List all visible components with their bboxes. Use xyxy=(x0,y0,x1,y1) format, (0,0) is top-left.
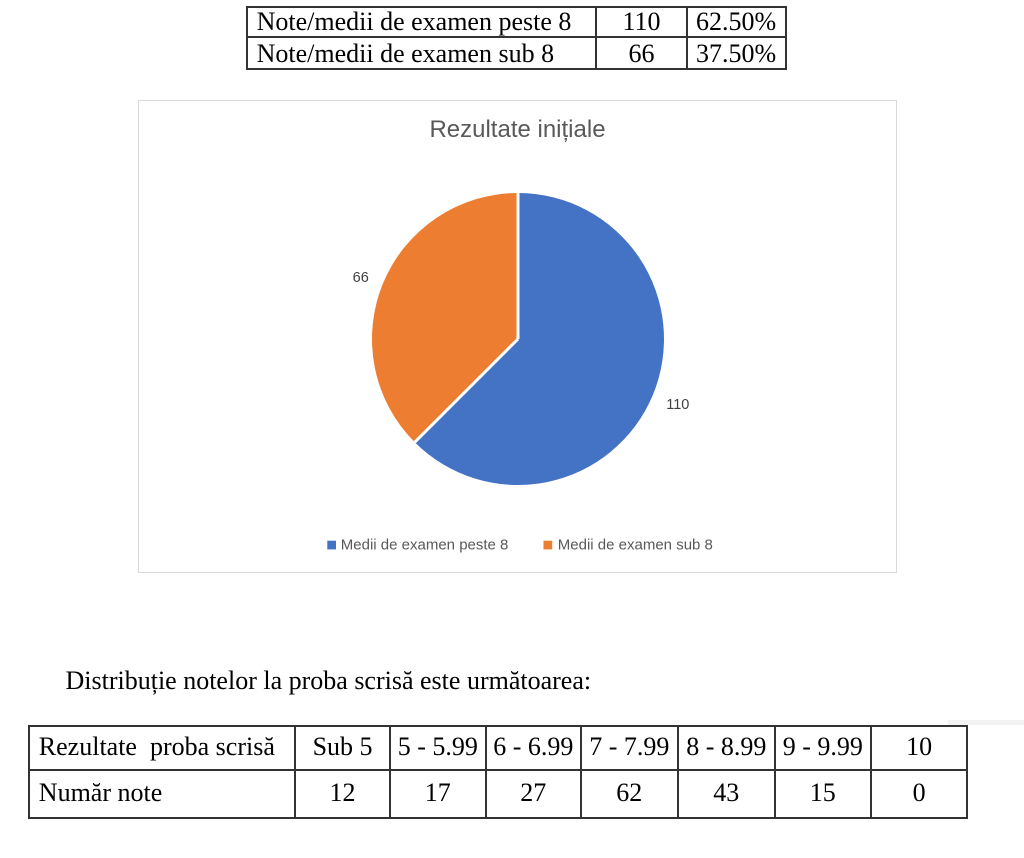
svg-text:Medii de examen sub 8: Medii de examen sub 8 xyxy=(558,537,713,554)
svg-text:66: 66 xyxy=(353,270,369,286)
svg-text:Medii de examen peste 8: Medii de examen peste 8 xyxy=(341,537,509,554)
svg-text:110: 110 xyxy=(666,397,689,413)
